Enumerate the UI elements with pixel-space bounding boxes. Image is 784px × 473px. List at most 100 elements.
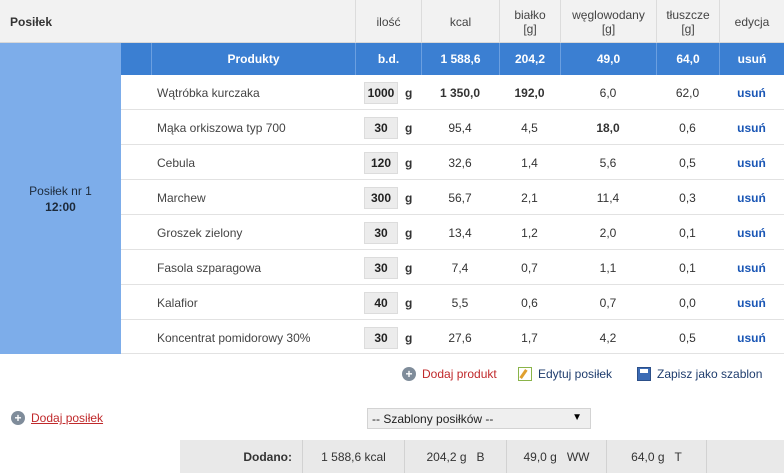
delete-link[interactable]: usuń — [737, 225, 766, 240]
carbs-value: 1,1 — [599, 260, 617, 275]
totals-protein: 204,2 g B — [404, 440, 506, 473]
product-name: Mąka orkiszowa typ 700 — [157, 120, 286, 135]
unit-label: g — [405, 85, 413, 100]
unit-label: g — [405, 330, 413, 345]
add-meal-button[interactable]: + Dodaj posiłek — [11, 408, 103, 428]
products-carbs: 49,0 — [560, 43, 656, 75]
fat-value: 0,3 — [679, 190, 696, 205]
quantity-input[interactable]: 1000 — [364, 82, 398, 104]
kcal-value: 56,7 — [448, 190, 472, 205]
edit-meal-label: Edytuj posiłek — [538, 367, 613, 381]
header-protein: białko [g] — [499, 0, 560, 43]
unit-label: g — [405, 260, 413, 275]
header-carbs-label: węglowodany — [572, 7, 645, 22]
products-protein: 204,2 — [499, 43, 560, 75]
quantity-input[interactable]: 30 — [364, 257, 398, 279]
header-protein-label: białko — [514, 7, 546, 22]
unit-label: g — [405, 225, 413, 240]
unit-label: g — [405, 190, 413, 205]
meal-time: 12:00 — [45, 199, 76, 214]
table-row: Wątróbka kurczaka 1000 g 1 350,0 192,0 6… — [121, 75, 784, 110]
delete-link[interactable]: usuń — [737, 85, 766, 100]
delete-link[interactable]: usuń — [737, 260, 766, 275]
fat-value: 0,0 — [679, 295, 696, 310]
products-fat: 64,0 — [656, 43, 719, 75]
header-carbs-unit: [g] — [601, 21, 616, 36]
totals-fat: 64,0 g T — [606, 440, 706, 473]
table-row: Mąka orkiszowa typ 700 30 g 95,4 4,5 18,… — [121, 110, 784, 145]
products-kcal: 1 588,6 — [421, 43, 499, 75]
protein-value: 1,7 — [521, 330, 538, 345]
plus-circle-icon: + — [11, 411, 25, 425]
kcal-value: 1 350,0 — [439, 85, 481, 100]
fat-value: 0,1 — [679, 260, 696, 275]
caret-down-icon: ▼ — [572, 412, 582, 423]
edit-icon — [518, 367, 532, 381]
kcal-value: 5,5 — [451, 295, 469, 310]
products-qty: b.d. — [355, 43, 421, 75]
header-protein-unit: [g] — [523, 21, 537, 36]
totals-protein-suffix: B — [476, 449, 485, 464]
quantity-input[interactable]: 120 — [364, 152, 398, 174]
delete-link[interactable]: usuń — [737, 330, 766, 345]
unit-label: g — [405, 155, 413, 170]
delete-link[interactable]: usuń — [737, 120, 766, 135]
header-edit: edycja — [719, 0, 784, 43]
unit-label: g — [405, 120, 413, 135]
totals-spacer — [706, 440, 784, 473]
carbs-value: 2,0 — [599, 225, 617, 240]
table-row: Cebula 120 g 32,6 1,4 5,6 0,5 usuń — [121, 145, 784, 180]
quantity-input[interactable]: 30 — [364, 222, 398, 244]
kcal-value: 7,4 — [451, 260, 469, 275]
protein-value: 0,7 — [521, 260, 538, 275]
product-name: Cebula — [157, 155, 196, 170]
totals-protein-value: 204,2 g — [426, 449, 467, 464]
totals-fat-value: 64,0 g — [631, 449, 665, 464]
fat-value: 0,6 — [679, 120, 696, 135]
fat-value: 0,5 — [679, 155, 696, 170]
quantity-input[interactable]: 30 — [364, 327, 398, 349]
header-kcal: kcal — [421, 0, 499, 43]
products-delete-link[interactable]: usuń — [719, 43, 784, 75]
product-name: Marchew — [157, 190, 206, 205]
product-name: Groszek zielony — [157, 225, 243, 240]
fat-value: 0,5 — [679, 330, 696, 345]
product-name: Kalafior — [157, 295, 198, 310]
carbs-value: 4,2 — [599, 330, 617, 345]
quantity-input[interactable]: 300 — [364, 187, 398, 209]
totals-fat-suffix: T — [674, 449, 682, 464]
totals-label: Dodano: — [243, 449, 292, 464]
meal-actions: + Dodaj produkt Edytuj posiłek Zapisz ja… — [0, 362, 784, 386]
edit-meal-button[interactable]: Edytuj posiłek — [518, 362, 612, 386]
protein-value: 2,1 — [521, 190, 538, 205]
delete-link[interactable]: usuń — [737, 155, 766, 170]
save-template-label: Zapisz jako szablon — [657, 367, 763, 381]
save-icon — [637, 367, 651, 381]
carbs-value: 0,7 — [599, 295, 617, 310]
carbs-value: 18,0 — [596, 120, 620, 135]
product-name: Koncentrat pomidorowy 30% — [157, 330, 311, 345]
header-meal: Posiłek — [10, 14, 53, 29]
save-template-button[interactable]: Zapisz jako szablon — [637, 362, 762, 386]
totals-kcal: 1 588,6 kcal — [302, 440, 404, 473]
table-row: Fasola szparagowa 30 g 7,4 0,7 1,1 0,1 u… — [121, 250, 784, 285]
products-label: Produkty — [151, 43, 355, 75]
delete-link[interactable]: usuń — [737, 295, 766, 310]
quantity-input[interactable]: 30 — [364, 117, 398, 139]
header-fat-label: tłuszcze — [666, 7, 710, 22]
add-meal-label: Dodaj posiłek — [31, 411, 104, 425]
meal-templates-selected: -- Szablony posiłków -- — [372, 411, 494, 426]
product-name: Wątróbka kurczaka — [157, 85, 260, 100]
meal-name: Posiłek nr 1 — [29, 183, 92, 198]
totals-carbs-value: 49,0 g — [523, 449, 557, 464]
add-product-button[interactable]: + Dodaj produkt — [402, 362, 497, 386]
products-spacer — [121, 43, 151, 75]
header-fat: tłuszcze [g] — [656, 0, 719, 43]
delete-link[interactable]: usuń — [737, 190, 766, 205]
unit-label: g — [405, 295, 413, 310]
header-carbs: węglowodany [g] — [560, 0, 656, 43]
meal-cell: Posiłek nr 1 12:00 — [0, 43, 121, 354]
meal-templates-select[interactable]: -- Szablony posiłków -- ▼ — [367, 408, 591, 429]
totals-carbs: 49,0 g WW — [506, 440, 606, 473]
quantity-input[interactable]: 40 — [364, 292, 398, 314]
